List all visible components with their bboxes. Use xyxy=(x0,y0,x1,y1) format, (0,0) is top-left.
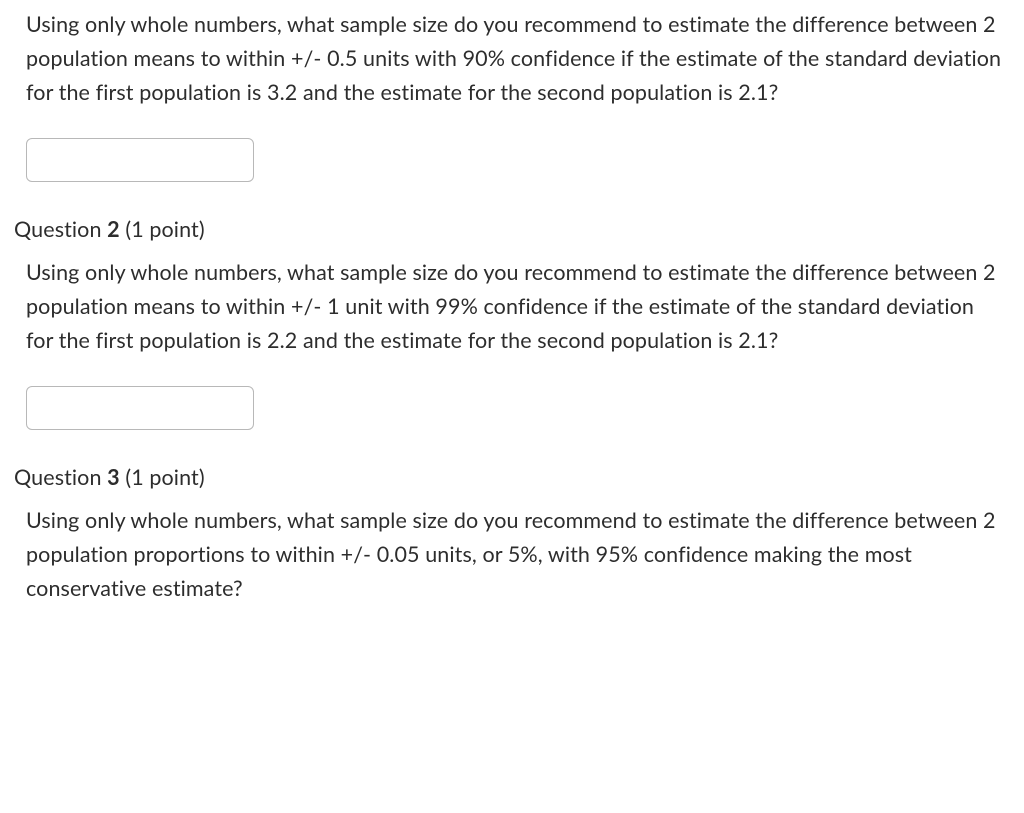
page-container: Using only whole numbers, what sample si… xyxy=(0,0,1024,636)
question-1-block: Using only whole numbers, what sample si… xyxy=(14,8,1010,182)
question-2-header-prefix: Question xyxy=(14,216,107,242)
question-2-answer-input[interactable] xyxy=(26,386,254,430)
question-2-block: Using only whole numbers, what sample si… xyxy=(14,256,1010,430)
question-2-header: Question 2 (1 point) xyxy=(14,216,1010,242)
question-1-answer-input[interactable] xyxy=(26,138,254,182)
question-2-header-points: (1 point) xyxy=(120,216,205,242)
question-3-text: Using only whole numbers, what sample si… xyxy=(14,504,1010,606)
question-3-header-prefix: Question xyxy=(14,464,107,490)
question-1-text: Using only whole numbers, what sample si… xyxy=(14,8,1010,110)
question-3-header-points: (1 point) xyxy=(120,464,205,490)
question-2-header-number: 2 xyxy=(107,216,120,242)
question-3-header-number: 3 xyxy=(107,464,120,490)
question-3-header: Question 3 (1 point) xyxy=(14,464,1010,490)
question-3-block: Using only whole numbers, what sample si… xyxy=(14,504,1010,606)
question-2-text: Using only whole numbers, what sample si… xyxy=(14,256,1010,358)
